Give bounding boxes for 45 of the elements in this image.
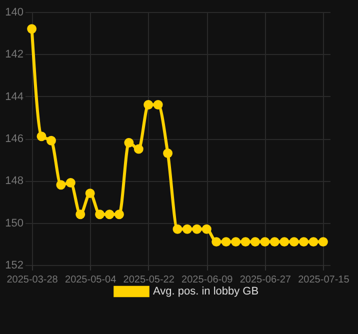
point xyxy=(280,237,290,247)
point xyxy=(144,100,154,110)
point xyxy=(134,144,144,154)
point xyxy=(240,237,250,247)
y-tick-label: 140 xyxy=(5,6,24,18)
y-tick-label: 148 xyxy=(5,175,24,188)
point xyxy=(202,224,212,234)
point xyxy=(172,224,182,234)
point xyxy=(27,24,37,34)
point xyxy=(250,237,260,247)
point xyxy=(289,237,299,247)
point xyxy=(231,237,241,247)
point xyxy=(308,237,318,247)
point xyxy=(260,237,270,247)
y-tick-label: 142 xyxy=(5,48,24,61)
point xyxy=(36,132,46,142)
y-tick-label: 144 xyxy=(5,90,24,103)
x-tick-label: 2025-05-04 xyxy=(65,274,117,286)
x-tick-label: 2025-06-27 xyxy=(240,274,292,286)
point xyxy=(104,210,114,220)
point xyxy=(153,100,163,110)
x-tick-label: 2025-03-28 xyxy=(6,274,58,286)
point xyxy=(76,210,86,220)
y-tick-label: 152 xyxy=(5,260,24,272)
legend-label: Avg. pos. in lobby GB xyxy=(153,286,259,298)
point xyxy=(66,178,76,188)
x-tick-label: 2025-05-22 xyxy=(123,274,175,286)
point xyxy=(221,237,231,247)
point xyxy=(192,224,202,234)
point xyxy=(85,188,95,198)
point xyxy=(163,148,173,158)
point xyxy=(56,180,66,190)
point xyxy=(95,210,105,220)
x-tick-label: 2025-07-15 xyxy=(298,274,350,286)
point xyxy=(124,138,134,148)
point xyxy=(318,237,328,247)
point xyxy=(114,210,124,220)
point xyxy=(182,224,192,234)
point xyxy=(46,136,56,146)
y-tick-label: 146 xyxy=(5,133,24,145)
point xyxy=(212,237,222,247)
point xyxy=(299,237,309,247)
point xyxy=(270,237,280,247)
x-tick-label: 2025-06-09 xyxy=(182,274,234,286)
y-tick-label: 150 xyxy=(5,217,24,230)
